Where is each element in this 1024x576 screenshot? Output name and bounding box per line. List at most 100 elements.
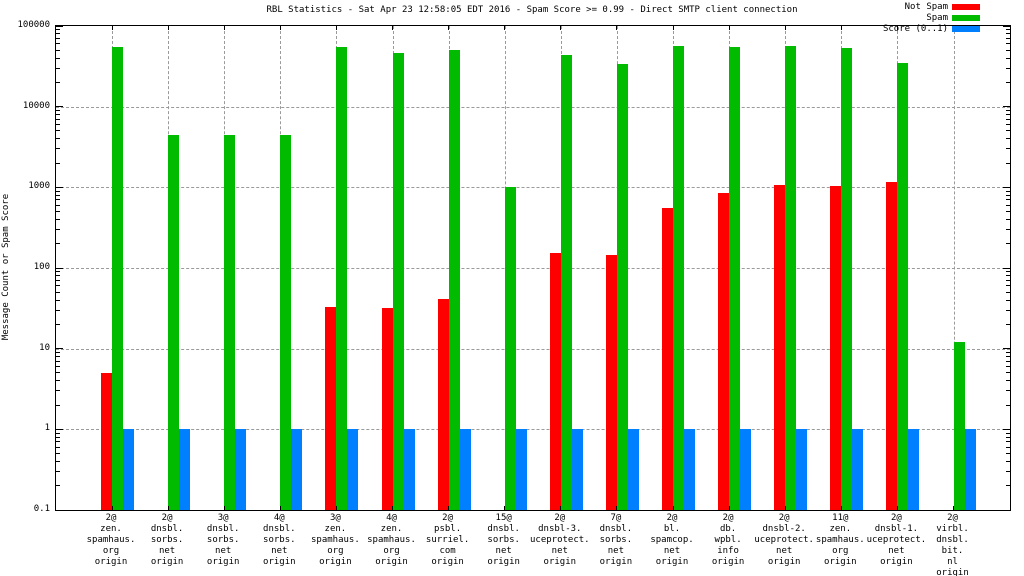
y-minor-tick-right (1006, 109, 1010, 111)
legend-swatch-score (952, 26, 980, 32)
x-category-label: 11@ zen. spamhaus. org origin (815, 513, 865, 567)
x-category-label: 2@ dnsbl-1. uceprotect. net origin (866, 513, 927, 567)
y-minor-tick-left (56, 43, 60, 45)
y-minor-tick-left (56, 460, 60, 462)
y-tick-label: 10000 (22, 100, 50, 111)
y-minor-tick-left (56, 380, 60, 382)
y-minor-tick-left (56, 162, 60, 164)
bar-spam (729, 46, 741, 510)
y-minor-tick-right (1006, 291, 1010, 293)
y-minor-tick-left (56, 285, 60, 287)
x-tick-bottom (448, 506, 450, 510)
y-minor-tick-right (1006, 29, 1010, 31)
bar-score (796, 429, 808, 510)
y-minor-tick-left (56, 67, 60, 69)
y-minor-tick-left (56, 275, 60, 277)
y-minor-tick-right (1006, 380, 1010, 382)
bar-not-spam (325, 306, 337, 510)
y-minor-tick-right (1006, 211, 1010, 213)
bar-spam (392, 53, 404, 510)
y-major-tick-left (56, 428, 63, 430)
bar-score (403, 429, 415, 510)
y-minor-tick-left (56, 49, 60, 51)
y-minor-tick-left (56, 355, 60, 357)
x-tick-top (616, 26, 618, 30)
bar-not-spam (830, 185, 842, 510)
x-tick-top (840, 26, 842, 30)
bar-not-spam (437, 299, 449, 510)
y-minor-tick-right (1006, 436, 1010, 438)
bar-not-spam (101, 372, 112, 510)
bar-spam (504, 187, 516, 510)
y-minor-tick-left (56, 291, 60, 293)
bar-spam (224, 134, 236, 510)
y-minor-tick-left (56, 390, 60, 392)
y-minor-tick-left (56, 218, 60, 220)
y-minor-tick-right (1006, 453, 1010, 455)
x-category-label: 3@ zen. spamhaus. org origin (311, 513, 360, 567)
h-gridline (56, 429, 1010, 431)
legend-label-not-spam: Not Spam (904, 2, 948, 12)
x-tick-bottom (392, 506, 393, 510)
y-minor-tick-right (1006, 279, 1010, 281)
y-minor-tick-left (56, 243, 60, 245)
y-minor-tick-right (1006, 360, 1010, 362)
y-major-tick-right (1003, 106, 1010, 108)
y-minor-tick-right (1006, 148, 1010, 150)
y-minor-tick-right (1006, 130, 1010, 132)
y-minor-tick-right (1006, 275, 1010, 277)
y-minor-tick-right (1006, 81, 1010, 83)
y-minor-tick-left (56, 366, 60, 368)
bar-spam (841, 48, 853, 510)
y-minor-tick-left (56, 194, 60, 196)
y-minor-tick-right (1006, 113, 1010, 115)
y-major-tick-right (1003, 186, 1010, 188)
y-tick-label: 100000 (17, 20, 50, 30)
y-minor-tick-left (56, 29, 60, 31)
x-tick-top (728, 26, 730, 30)
y-major-tick-left (56, 106, 63, 108)
y-minor-tick-right (1006, 33, 1010, 35)
y-minor-tick-right (1006, 49, 1010, 51)
x-category-label: 4@ zen. spamhaus. org origin (367, 513, 416, 567)
y-minor-tick-right (1006, 199, 1010, 201)
y-minor-tick-left (56, 485, 60, 487)
y-minor-tick-left (56, 432, 60, 434)
y-minor-tick-right (1006, 404, 1010, 406)
bar-spam (673, 45, 684, 510)
bar-score (684, 429, 695, 510)
chart-title: RBL Statistics - Sat Apr 23 12:58:05 EDT… (266, 5, 798, 15)
legend-swatch-spam (952, 15, 980, 21)
h-gridline (56, 187, 1010, 189)
bar-score (235, 429, 247, 510)
x-category-label: 3@ dnsbl. sorbs. net origin (206, 513, 240, 567)
y-minor-tick-left (56, 471, 60, 472)
y-minor-tick-left (56, 57, 60, 59)
bar-score (740, 429, 752, 510)
x-tick-bottom (896, 506, 898, 510)
y-major-tick-left (56, 348, 63, 350)
x-tick-top (784, 26, 786, 30)
y-minor-tick-left (56, 113, 60, 115)
bar-not-spam (886, 182, 898, 510)
x-category-label: 2@ dnsbl-3. uceprotect. net origin (529, 513, 590, 567)
y-major-tick-right (1003, 348, 1010, 350)
bar-not-spam (605, 254, 617, 510)
y-major-tick-right (1003, 428, 1010, 430)
legend-label-spam: Spam (926, 13, 948, 23)
y-minor-tick-left (56, 124, 60, 126)
y-minor-tick-left (56, 118, 60, 120)
y-minor-tick-right (1006, 67, 1010, 69)
y-minor-tick-right (1006, 460, 1010, 462)
x-tick-bottom (672, 506, 674, 510)
x-tick-top (560, 26, 562, 30)
y-minor-tick-right (1006, 372, 1010, 374)
x-tick-bottom (616, 506, 618, 510)
legend: Not Spam Spam Score (0..1) (883, 2, 980, 35)
y-minor-tick-right (1006, 471, 1010, 472)
y-minor-tick-right (1006, 243, 1010, 245)
y-minor-tick-right (1006, 124, 1010, 126)
y-minor-tick-right (1006, 485, 1010, 487)
y-minor-tick-right (1006, 190, 1010, 192)
y-minor-tick-right (1006, 390, 1010, 392)
